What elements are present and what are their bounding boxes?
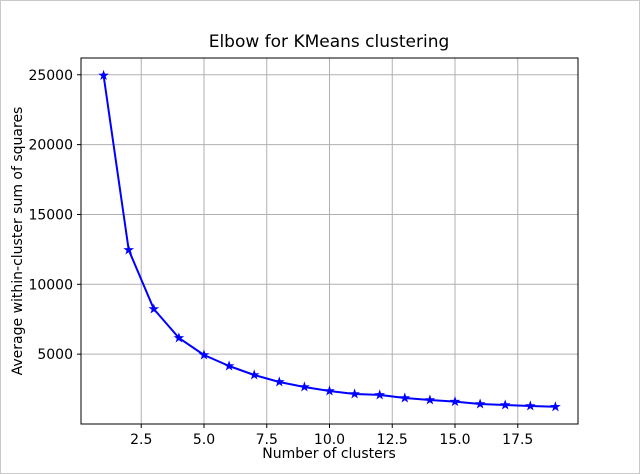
data-point-marker — [173, 332, 185, 343]
data-point-marker — [349, 388, 360, 399]
data-point-marker — [324, 385, 335, 396]
x-tick-label: 10.0 — [314, 432, 345, 448]
data-point-marker — [550, 401, 561, 412]
series-layer — [98, 69, 561, 412]
ticks-layer: 2.5 5.0 7.5 10.0 12.5 15.0 17.5 5000 10000 15000 2… — [28, 68, 533, 448]
data-point-marker — [273, 376, 285, 387]
y-axis-label: Average within-cluster sum of squares — [10, 107, 26, 376]
grid-layer — [81, 58, 578, 424]
x-tick-label: 5.0 — [193, 432, 215, 448]
data-point-marker — [223, 360, 235, 371]
y-tick-label: 5000 — [37, 347, 73, 363]
data-point-marker — [123, 244, 135, 255]
x-tick-label: 15.0 — [439, 432, 470, 448]
x-tick-label: 17.5 — [502, 432, 533, 448]
data-point-marker — [299, 381, 310, 392]
data-point-marker — [424, 394, 436, 405]
y-tick-label: 10000 — [28, 277, 73, 293]
data-point-marker — [198, 349, 210, 360]
x-tick-label: 12.5 — [377, 432, 408, 448]
data-point-marker — [399, 392, 411, 403]
data-point-marker — [374, 389, 386, 400]
data-point-marker — [98, 69, 109, 80]
y-tick-label: 25000 — [28, 68, 73, 84]
data-point-marker — [499, 399, 511, 410]
y-tick-label: 15000 — [28, 207, 73, 223]
x-tick-label: 2.5 — [130, 432, 152, 448]
x-tick-label: 7.5 — [256, 432, 278, 448]
y-tick-label: 20000 — [28, 138, 73, 154]
chart-title: Elbow for KMeans clustering — [209, 32, 450, 52]
axes-frame-layer — [80, 57, 579, 425]
x-axis-label: Number of clusters — [262, 446, 396, 462]
data-point-marker — [524, 400, 536, 411]
data-point-marker — [449, 396, 461, 407]
data-point-marker — [474, 398, 486, 409]
data-point-marker — [248, 369, 260, 380]
data-point-marker — [148, 303, 160, 314]
axes-frame — [80, 57, 579, 425]
